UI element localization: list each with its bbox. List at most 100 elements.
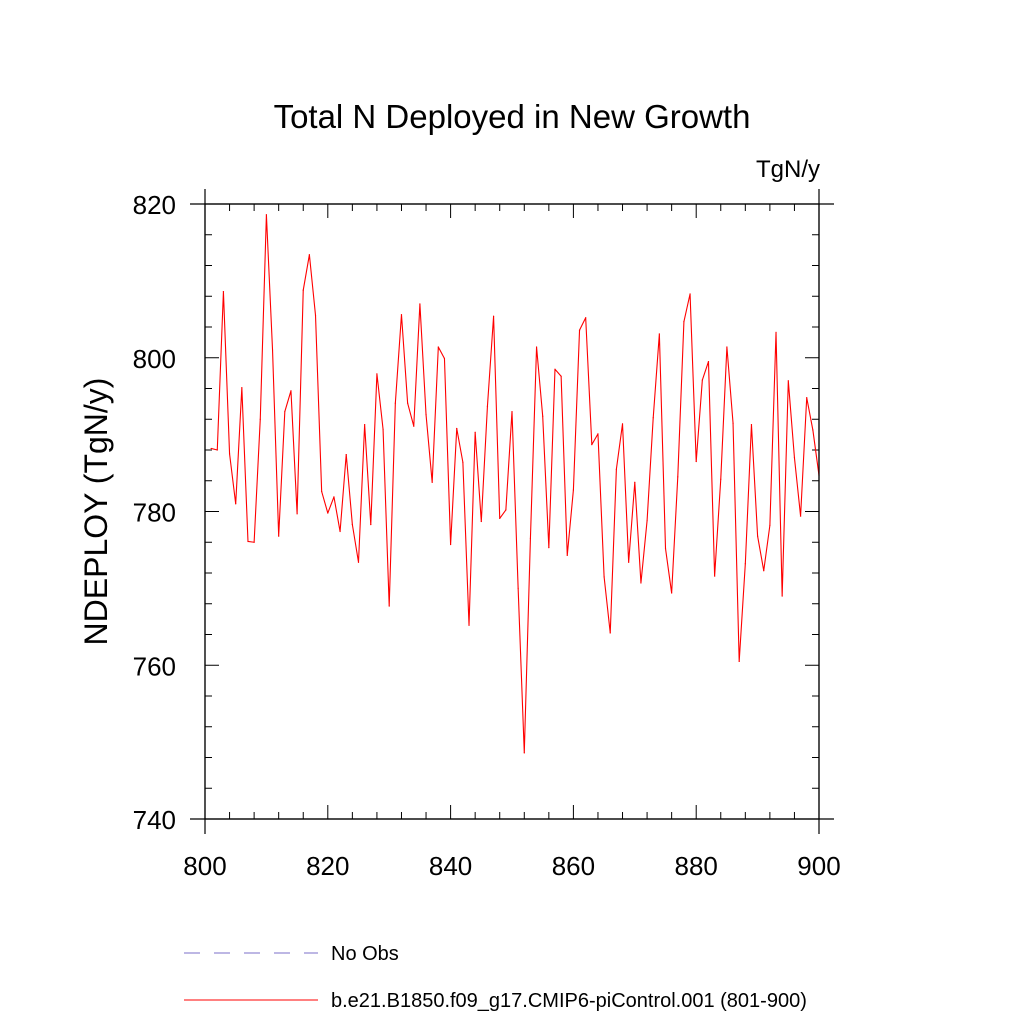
legend: No Obs b.e21.B1850.f09_g17.CMIP6-piContro… (184, 943, 807, 1012)
data-point (781, 595, 783, 597)
data-point (413, 425, 415, 427)
data-point (560, 375, 562, 377)
data-point (566, 554, 568, 556)
data-point (701, 379, 703, 381)
data-point (554, 368, 556, 370)
data-point (689, 293, 691, 295)
plot-frame (204, 203, 820, 820)
data-point (646, 520, 648, 522)
data-point (523, 752, 525, 754)
data-point (474, 431, 476, 433)
data-point (634, 481, 636, 483)
data-point (609, 632, 611, 634)
legend-label-1: b.e21.B1850.f09_g17.CMIP6-piControl.001 … (331, 990, 807, 1012)
data-point (677, 476, 679, 478)
data-point (271, 349, 274, 351)
x-tick-label: 900 (797, 851, 840, 881)
data-point (486, 405, 489, 407)
data-point (750, 424, 753, 426)
data-point (505, 509, 507, 511)
x-tick-label: 880 (675, 851, 718, 881)
data-point (425, 414, 427, 416)
data-point (517, 587, 519, 589)
data-point (443, 357, 446, 360)
data-point (339, 530, 341, 533)
data-point (382, 428, 384, 430)
data-point (720, 478, 722, 480)
data-point (431, 481, 433, 483)
data-point (222, 291, 225, 293)
data-point (726, 346, 728, 348)
data-point (333, 496, 335, 498)
data-point (738, 660, 740, 663)
data-point (296, 513, 298, 515)
data-point (529, 537, 532, 540)
units-label: TgN/y (755, 156, 820, 183)
y-tick-label: 820 (133, 190, 176, 220)
y-axis-label: NDEPLOY (TgN/y) (78, 378, 114, 646)
y-tick-label: 760 (133, 651, 176, 681)
data-point (302, 289, 304, 291)
data-point (597, 433, 599, 435)
data-point (419, 303, 421, 305)
data-point (769, 524, 771, 526)
x-tick-label: 840 (429, 851, 472, 881)
data-point (216, 449, 218, 451)
data-point (241, 387, 243, 389)
data-point (364, 424, 366, 426)
data-point (707, 360, 710, 363)
data-point (628, 561, 630, 563)
data-point (615, 468, 617, 470)
data-point (652, 417, 654, 419)
data-point (284, 410, 286, 413)
data-point (357, 561, 360, 563)
x-tick-label: 820 (306, 851, 349, 881)
data-point (793, 457, 796, 459)
series-line-0 (211, 214, 820, 754)
data-point (278, 535, 280, 537)
data-point (290, 390, 292, 392)
data-point (407, 402, 409, 404)
data-point (806, 397, 808, 399)
data-point (345, 454, 347, 456)
data-point (548, 547, 550, 549)
tick-labels: 800 820 840 860 880 900 740 760 780 800 820 (133, 190, 841, 881)
data-point (228, 453, 231, 455)
data-point (621, 423, 624, 425)
data-point (388, 605, 390, 607)
data-point (462, 461, 464, 463)
data-point (468, 624, 470, 626)
data-point (247, 540, 249, 543)
data-point (394, 402, 396, 404)
data-point (321, 490, 323, 493)
data-point (695, 460, 697, 463)
data-point (799, 515, 802, 517)
data-point (535, 346, 538, 348)
data-point (235, 503, 237, 505)
data-point (664, 547, 667, 550)
data-point (744, 563, 746, 565)
data-point (763, 570, 765, 572)
legend-label-0: No Obs (331, 943, 399, 965)
data-point (450, 543, 452, 546)
y-tick-label: 740 (133, 805, 176, 835)
data-point (757, 535, 759, 537)
y-tick-label: 800 (133, 344, 176, 374)
data-point (714, 575, 716, 577)
data-point (253, 541, 255, 543)
data-point (640, 582, 642, 584)
data-point (542, 415, 544, 417)
data-point (787, 380, 789, 382)
data-point (259, 418, 261, 420)
data-point (775, 331, 777, 333)
data-point (314, 314, 317, 317)
data-point (492, 315, 495, 317)
data-point (572, 489, 575, 491)
x-tick-label: 860 (552, 851, 595, 881)
data-point (265, 214, 267, 216)
data-point (591, 444, 593, 446)
data-point (511, 410, 513, 413)
data-point (578, 329, 581, 331)
data-point (400, 314, 403, 316)
